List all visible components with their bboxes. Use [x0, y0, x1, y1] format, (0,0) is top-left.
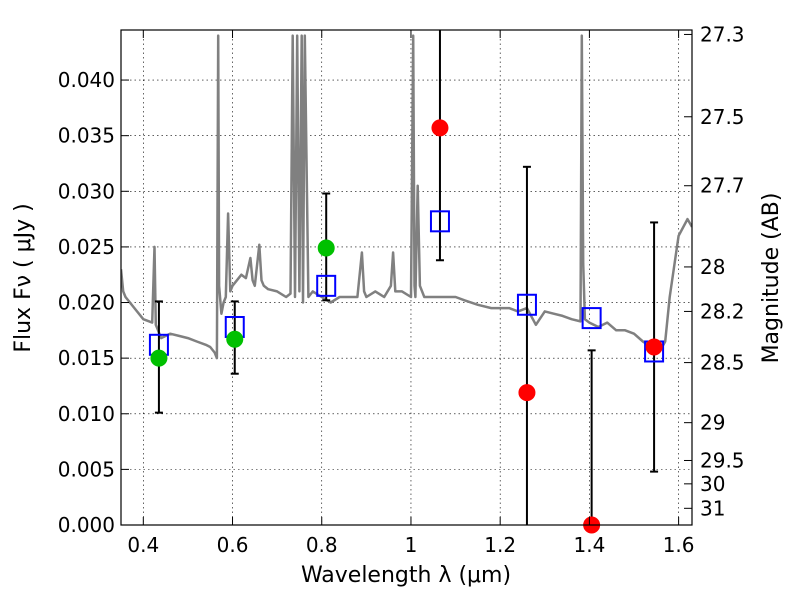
x-tick-label: 1.4 [573, 533, 605, 557]
right-tick-label: 28 [700, 255, 725, 279]
model-spectrum-line [121, 34, 692, 360]
y-tick-label: 0.020 [58, 291, 115, 315]
data-layer [121, 34, 692, 360]
y-tick-label: 0.015 [58, 346, 115, 370]
right-tick-label: 27.3 [700, 22, 745, 46]
y-right-axis-label: Magnitude (AB) [759, 193, 784, 364]
x-tick-label: 1.2 [484, 533, 516, 557]
right-tick-label: 27.7 [700, 174, 745, 198]
x-tick-label: 1.6 [663, 533, 695, 557]
model-photometry-point [516, 293, 537, 316]
y-tick-label: 0.000 [58, 513, 115, 537]
y-tick-label: 0.010 [58, 402, 115, 426]
model-photometry-point [316, 274, 337, 297]
model-photometry-point [581, 307, 602, 330]
right-tick-label: 30 [700, 472, 725, 496]
y-axis-label: Flux Fν ( μJy ) [11, 203, 36, 352]
right-tick-label: 31 [700, 496, 725, 520]
model-photometry-point [429, 210, 450, 233]
x-tick-label: 0.4 [127, 533, 159, 557]
low-significance-point [645, 338, 663, 356]
right-tick-label: 29 [700, 411, 725, 435]
y-tick-label: 0.035 [58, 124, 115, 148]
error-bars [148, 30, 665, 534]
x-tick-label: 0.8 [306, 533, 338, 557]
low-significance-point [431, 119, 449, 137]
y-tick-label: 0.030 [58, 179, 115, 203]
plot-background [121, 30, 692, 525]
x-tick-label: 0.6 [217, 533, 249, 557]
right-tick-label: 28.2 [700, 299, 745, 323]
detection-point [150, 349, 168, 367]
low-significance-point [518, 384, 536, 402]
plot-frame [120, 29, 693, 526]
y-tick-label: 0.025 [58, 235, 115, 259]
right-tick-label: 27.5 [700, 105, 745, 129]
x-tick-label: 1 [405, 533, 418, 557]
y-tick-label: 0.040 [58, 68, 115, 92]
detection-point [226, 330, 244, 348]
right-tick-label: 28.5 [700, 351, 745, 375]
x-axis-label: Wavelength λ (μm) [301, 563, 511, 588]
ticks: 0.4 0.6 0.8 1 1.2 1.4 1.6 0.000 0.005 0.010 0.015 0… [58, 22, 745, 557]
y-tick-label: 0.005 [58, 457, 115, 481]
right-tick-label: 29.5 [700, 448, 745, 472]
detection-point [317, 239, 335, 257]
